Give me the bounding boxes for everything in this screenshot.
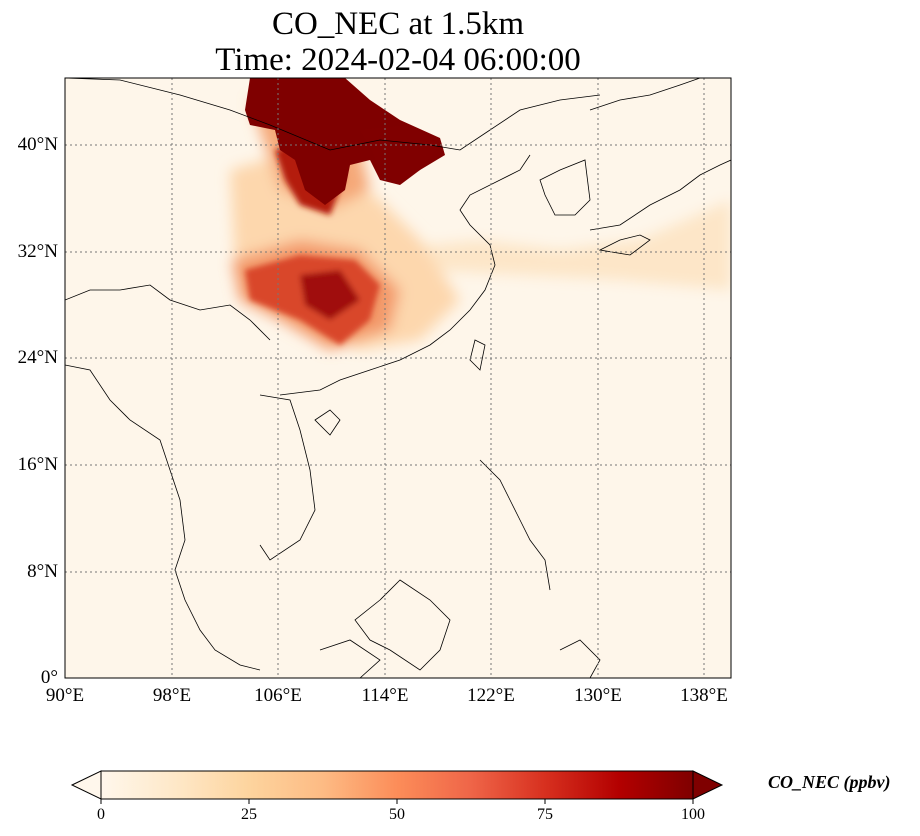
x-tick-label: 90°E <box>45 685 85 706</box>
y-tick-label: 24°N <box>17 347 58 368</box>
colorbar-gradient <box>101 771 693 799</box>
gridlines <box>65 78 731 678</box>
x-tick-label: 98°E <box>152 685 192 706</box>
y-tick-label: 8°N <box>27 561 58 582</box>
colorbar-tick-label: 75 <box>537 806 553 823</box>
colorbar-tick-label: 0 <box>97 806 105 823</box>
colorbar-tick-label: 100 <box>681 806 705 823</box>
map-title: CO_NEC at 1.5km <box>271 6 525 42</box>
x-tick-label: 138°E <box>680 685 728 706</box>
colorbar-tick-label: 25 <box>241 806 257 823</box>
colorbar-label: CO_NEC (ppbv) <box>768 772 891 792</box>
x-tick-label: 130°E <box>574 685 622 706</box>
y-tick-label: 32°N <box>17 241 58 262</box>
x-tick-label: 114°E <box>361 685 409 706</box>
map-frame <box>64 77 732 679</box>
x-tick-label: 106°E <box>254 685 302 706</box>
colorbar-max-extend <box>692 770 724 800</box>
x-tick-label: 122°E <box>467 685 515 706</box>
y-tick-label: 40°N <box>17 134 58 155</box>
y-tick-label: 16°N <box>17 454 58 475</box>
colorbar-tick-label: 50 <box>389 806 405 823</box>
map-time: Time: 2024-02-04 06:00:00 <box>215 42 581 78</box>
y-tick-label: 0° <box>40 667 58 688</box>
dark-plume-core <box>245 78 445 205</box>
coastlines <box>65 78 731 678</box>
colorbar-min-extend <box>70 770 102 800</box>
